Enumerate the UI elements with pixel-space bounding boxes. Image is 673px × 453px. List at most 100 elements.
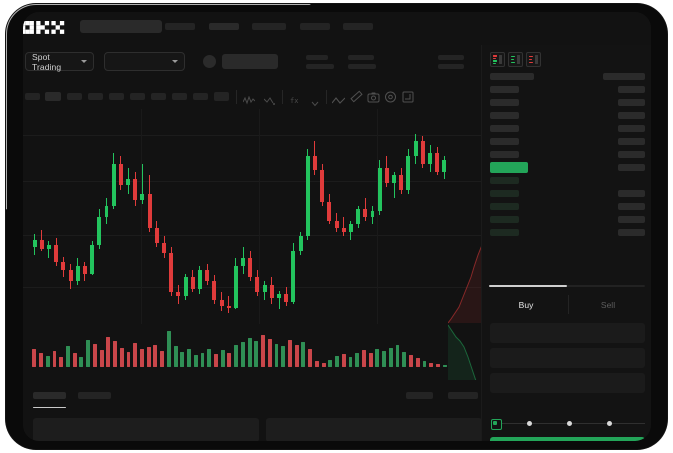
chart-gridline xyxy=(23,235,481,236)
order-book-value-cell xyxy=(618,216,645,223)
bottom-tab-order-history[interactable] xyxy=(78,392,111,399)
nav-search-box[interactable] xyxy=(80,20,162,33)
tab-sell[interactable]: Sell xyxy=(600,300,616,310)
tab-buy[interactable]: Buy xyxy=(518,300,534,310)
volume-bar xyxy=(348,356,353,367)
fullscreen-icon[interactable] xyxy=(402,90,414,108)
volume-bar xyxy=(287,339,292,367)
bottom-panel-left xyxy=(33,418,259,441)
mode-selector[interactable]: Spot Trading xyxy=(25,52,94,72)
volume-bar xyxy=(66,346,70,367)
chart-type-line-icon[interactable] xyxy=(242,92,256,110)
pair-selector[interactable] xyxy=(104,52,185,71)
orderbook-view-asks-icon[interactable] xyxy=(526,52,541,67)
volume-bar xyxy=(119,347,124,367)
volume-bar xyxy=(294,345,299,367)
order-price-field[interactable] xyxy=(490,323,645,343)
nav-item-2[interactable] xyxy=(209,23,239,30)
amount-slider-handle[interactable] xyxy=(491,419,502,430)
candle-body xyxy=(68,269,73,282)
stat-2-value xyxy=(348,64,376,69)
app-screen: Spot Trading xyxy=(23,12,651,441)
volume-bar xyxy=(247,338,252,367)
order-book-ask-row[interactable] xyxy=(490,99,519,106)
bottom-action-1[interactable] xyxy=(406,392,433,399)
candle-body xyxy=(284,294,289,302)
volume-bar xyxy=(429,363,434,367)
timeframe-6[interactable] xyxy=(130,93,145,100)
candle-body xyxy=(183,277,188,297)
volume-bar xyxy=(375,348,380,367)
nav-item-1[interactable] xyxy=(165,23,195,30)
order-book-bid-row[interactable] xyxy=(490,216,519,223)
order-total-field[interactable] xyxy=(490,373,645,393)
amount-slider-step-75[interactable] xyxy=(607,421,612,426)
bottom-action-2[interactable] xyxy=(448,392,478,399)
bottom-tab-open-orders[interactable] xyxy=(33,392,66,399)
volume-bar xyxy=(361,350,366,367)
volume-bar xyxy=(72,353,77,367)
order-book-value-cell xyxy=(618,164,645,171)
order-book-bid-row[interactable] xyxy=(490,229,519,236)
amount-slider-step-25[interactable] xyxy=(527,421,532,426)
settings-gear-icon[interactable] xyxy=(384,90,397,108)
timeframe-9[interactable] xyxy=(193,93,208,100)
order-book-value-cell xyxy=(618,112,645,119)
order-book-bid-row[interactable] xyxy=(490,190,519,197)
stat-2-label xyxy=(348,55,374,60)
orderbook-scrollbar-thumb[interactable] xyxy=(489,285,567,287)
orderbook-view-bids-icon[interactable] xyxy=(508,52,523,67)
timeframe-8[interactable] xyxy=(172,93,187,100)
order-book-bid-row[interactable] xyxy=(490,177,519,184)
volume-bar xyxy=(99,350,104,367)
volume-bar xyxy=(140,348,144,367)
order-book-ask-row[interactable] xyxy=(490,86,519,93)
ruler-icon[interactable] xyxy=(350,90,363,108)
timeframe-5[interactable] xyxy=(109,93,124,100)
order-book-bid-row[interactable] xyxy=(490,203,519,210)
candle-body xyxy=(334,220,339,229)
amount-slider-step-50[interactable] xyxy=(567,421,572,426)
timeframe-2[interactable] xyxy=(45,92,61,101)
timeframe-4[interactable] xyxy=(88,93,103,100)
orderbook-view-both-icon[interactable] xyxy=(490,52,505,67)
place-buy-order-button[interactable] xyxy=(490,437,645,441)
volume-bar xyxy=(382,351,387,367)
candle-body xyxy=(435,152,440,172)
stat-1-label xyxy=(306,55,328,60)
order-book-spread-row[interactable] xyxy=(490,162,528,173)
candle-body xyxy=(348,224,353,232)
chevron-down-icon[interactable] xyxy=(311,94,319,112)
order-book-ask-row[interactable] xyxy=(490,73,534,80)
nav-item-4[interactable] xyxy=(300,23,330,30)
camera-icon[interactable] xyxy=(367,90,380,108)
order-book-ask-row[interactable] xyxy=(490,125,519,132)
chart-gridline xyxy=(259,109,260,324)
timeframe-7[interactable] xyxy=(151,93,166,100)
order-book-ask-row[interactable] xyxy=(490,151,519,158)
chart-type-candle-icon[interactable] xyxy=(263,92,276,110)
order-book-ask-row[interactable] xyxy=(490,138,519,145)
candle-body xyxy=(428,152,432,164)
order-book-value-cell xyxy=(618,138,645,145)
volume-bar xyxy=(146,347,151,367)
candle-wick xyxy=(228,296,230,314)
candle-wick xyxy=(48,241,50,259)
okx-logo-icon[interactable] xyxy=(23,20,69,35)
order-book-ask-row[interactable] xyxy=(490,112,519,119)
timeframe-1[interactable] xyxy=(25,93,40,100)
indicators-icon[interactable]: fx xyxy=(289,92,301,110)
order-book-value-cell xyxy=(618,125,645,132)
timeframe-3[interactable] xyxy=(67,93,82,100)
price-chart[interactable] xyxy=(23,109,481,380)
order-book-value-cell xyxy=(618,99,645,106)
volume-bar xyxy=(274,343,279,367)
nav-item-5[interactable] xyxy=(343,23,373,30)
timeframe-10[interactable] xyxy=(214,92,229,101)
nav-item-3[interactable] xyxy=(252,23,286,30)
bottom-panel-right xyxy=(266,418,482,441)
candle-body xyxy=(313,156,317,170)
trend-line-icon[interactable] xyxy=(331,92,346,110)
order-amount-field[interactable] xyxy=(490,348,645,368)
